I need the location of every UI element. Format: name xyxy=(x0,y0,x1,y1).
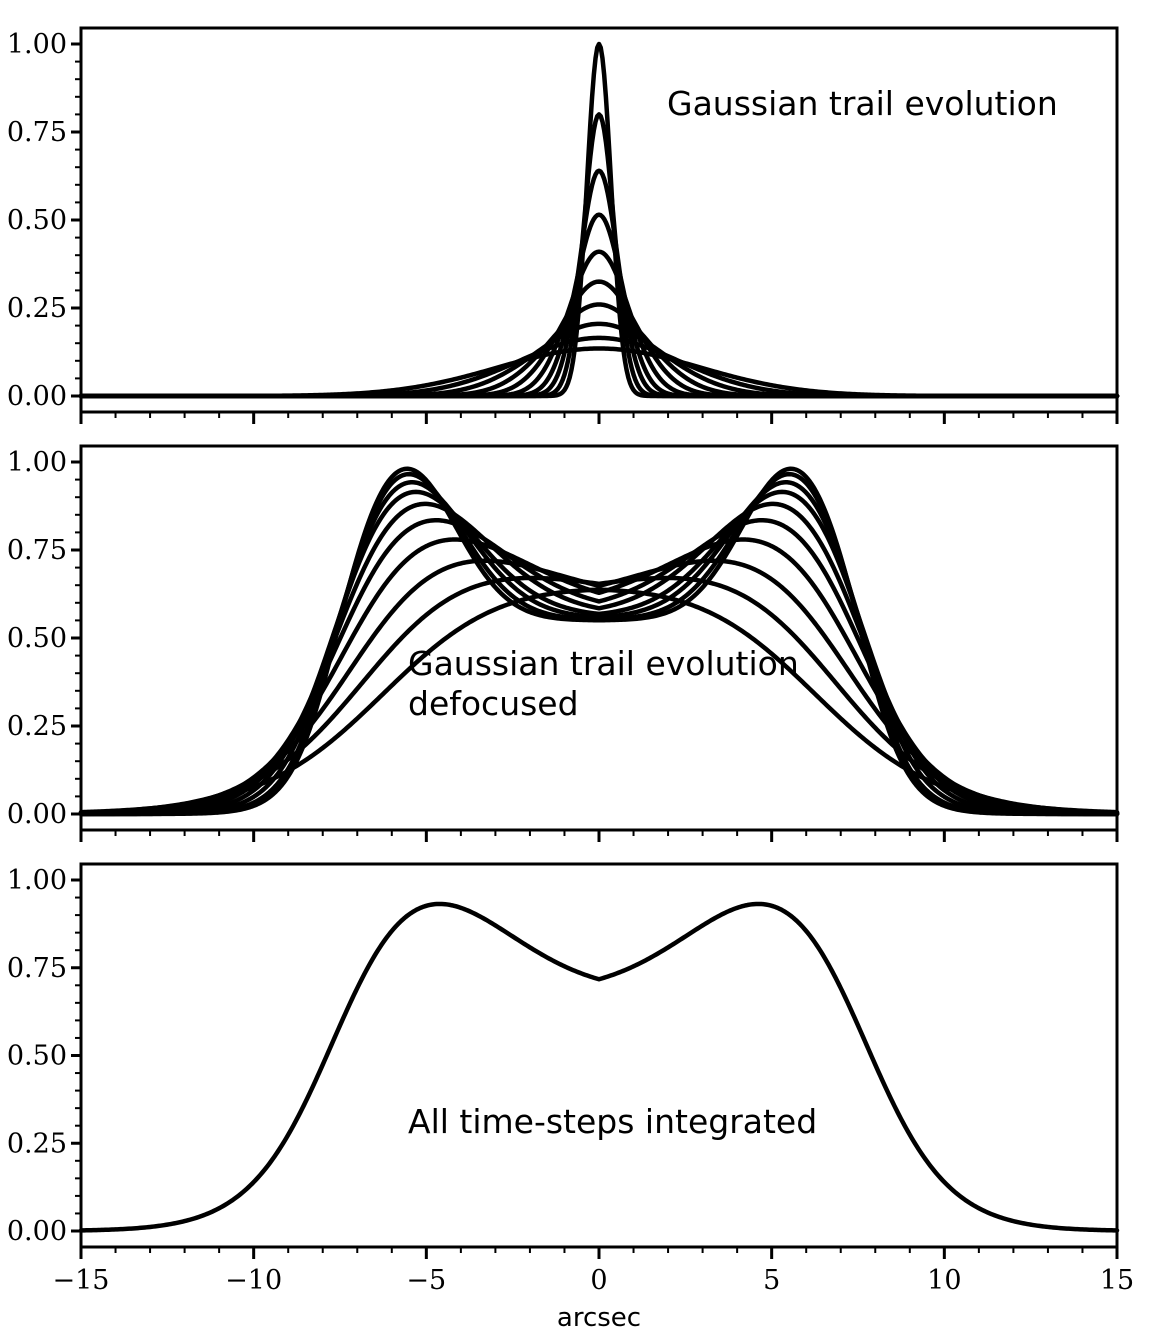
x-tick-label: 10 xyxy=(927,1265,961,1296)
panel-middle: 0.00 0.25 0.50 0.75 1.00 Gaussian trail evolu… xyxy=(7,444,1120,842)
x-tick-label: −15 xyxy=(53,1265,110,1296)
series-line-7 xyxy=(78,321,1120,399)
y-tick-label: 0.75 xyxy=(7,953,67,984)
series-line-2 xyxy=(78,479,1120,817)
x-tick-label: 15 xyxy=(1100,1265,1134,1296)
y-tick-label: 1.00 xyxy=(7,865,67,896)
y-tick-label: 0.50 xyxy=(7,623,67,654)
y-tick-label: 0.00 xyxy=(7,799,67,830)
y-tick-label: 0.50 xyxy=(7,1041,67,1072)
series-line-0 xyxy=(78,466,1120,817)
y-tick-label: 1.00 xyxy=(7,447,67,478)
panel-annotation: Gaussian trail evolution xyxy=(408,644,799,683)
series-line-0 xyxy=(78,901,1120,1233)
series-line-3 xyxy=(78,489,1120,817)
x-axis-label: arcsec xyxy=(557,1303,641,1333)
y-tick-label: 0.75 xyxy=(7,117,67,148)
series-line-1 xyxy=(78,112,1120,399)
y-tick-label: 1.00 xyxy=(7,29,67,60)
x-tick-label: 0 xyxy=(590,1265,607,1296)
x-tick-label: −5 xyxy=(406,1265,446,1296)
y-tick-label: 0.00 xyxy=(7,381,67,412)
plot-frame xyxy=(79,862,1119,1249)
panel-annotation: All time-steps integrated xyxy=(408,1102,817,1141)
series-line-4 xyxy=(78,501,1120,817)
x-tick-label: 5 xyxy=(763,1265,780,1296)
y-tick-label: 0.75 xyxy=(7,535,67,566)
panel-bottom: 0.00 0.25 0.50 0.75 1.00 −15 −10 −5 0 5 10 15 All ti… xyxy=(7,862,1134,1296)
series-line-8 xyxy=(78,575,1120,815)
series-line-9 xyxy=(78,346,1120,399)
series-line-7 xyxy=(78,558,1120,816)
panel-top: 0.00 0.25 0.50 0.75 1.00 Gaussian trail evolu… xyxy=(7,26,1120,424)
y-tick-label: 0.50 xyxy=(7,205,67,236)
series-line-9 xyxy=(78,587,1120,815)
y-tick-label: 0.25 xyxy=(7,711,67,742)
panel-annotation: Gaussian trail evolution xyxy=(667,84,1058,123)
x-tick-label: −10 xyxy=(225,1265,282,1296)
y-tick-label: 0.00 xyxy=(7,1216,67,1247)
panel-annotation: defocused xyxy=(408,684,579,723)
y-tick-label: 0.25 xyxy=(7,1128,67,1159)
y-tick-label: 0.25 xyxy=(7,293,67,324)
plot-frame xyxy=(79,444,1119,832)
